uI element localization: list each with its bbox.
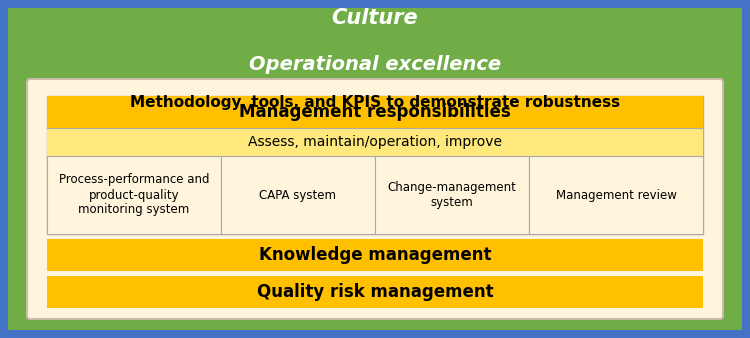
Bar [47,128,703,156]
Text: Management review: Management review [556,189,676,201]
Text: Change-management
system: Change-management system [388,181,517,209]
Text: Assess, maintain/operation, improve: Assess, maintain/operation, improve [248,135,502,149]
Text: Management responsibilities: Management responsibilities [239,103,511,121]
Bar [47,96,703,234]
Bar [47,276,703,308]
Bar [220,156,375,234]
Text: Methodology, tools, and KPIS to demonstrate robustness: Methodology, tools, and KPIS to demonstr… [130,95,620,110]
Bar [375,156,530,234]
Text: Quality risk management: Quality risk management [256,283,494,301]
Bar [47,156,220,234]
Text: Process-performance and
product-quality
monitoring system: Process-performance and product-quality … [58,173,209,217]
Text: Culture: Culture [332,8,419,28]
Text: Operational excellence: Operational excellence [249,55,501,74]
FancyBboxPatch shape [27,79,723,319]
Text: Knowledge management: Knowledge management [259,246,491,264]
Bar [530,156,703,234]
Bar [47,239,703,271]
Bar [47,96,703,128]
Text: CAPA system: CAPA system [260,189,337,201]
